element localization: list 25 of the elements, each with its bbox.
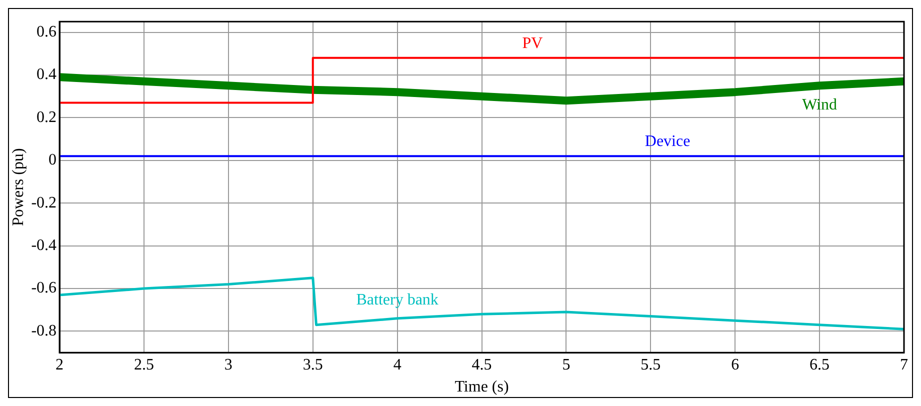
x-tick-label: 5.5	[640, 356, 661, 374]
y-tick-label: 0.2	[36, 108, 57, 126]
x-tick-label: 6	[731, 356, 740, 374]
x-tick-label: 3	[224, 356, 232, 374]
y-tick-label: -0.8	[31, 322, 57, 340]
x-tick-label: 2	[56, 356, 64, 374]
series-label: Wind	[802, 96, 838, 114]
y-tick-label: -0.2	[31, 194, 57, 212]
x-axis-title: Time (s)	[454, 378, 509, 396]
x-tick-label: 5	[562, 356, 570, 374]
x-tick-label: 6.5	[810, 356, 830, 374]
y-axis-title: Powers (pu)	[10, 148, 27, 226]
x-tick-label: 4	[393, 356, 402, 374]
x-tick-label: 7	[900, 356, 908, 374]
series-label: Battery bank	[356, 291, 438, 308]
series-label: Device	[644, 133, 690, 150]
y-tick-label: 0	[48, 152, 57, 169]
x-tick-label: 4.5	[472, 356, 492, 374]
y-tick-label: -0.4	[31, 237, 57, 254]
series-label: PV	[522, 34, 544, 52]
y-tick-label: 0.4	[36, 66, 57, 84]
y-tick-label: -0.6	[31, 280, 57, 297]
y-tick-label: 0.6	[36, 23, 57, 40]
x-tick-label: 2.5	[134, 356, 154, 374]
x-tick-label: 3.5	[302, 356, 323, 374]
